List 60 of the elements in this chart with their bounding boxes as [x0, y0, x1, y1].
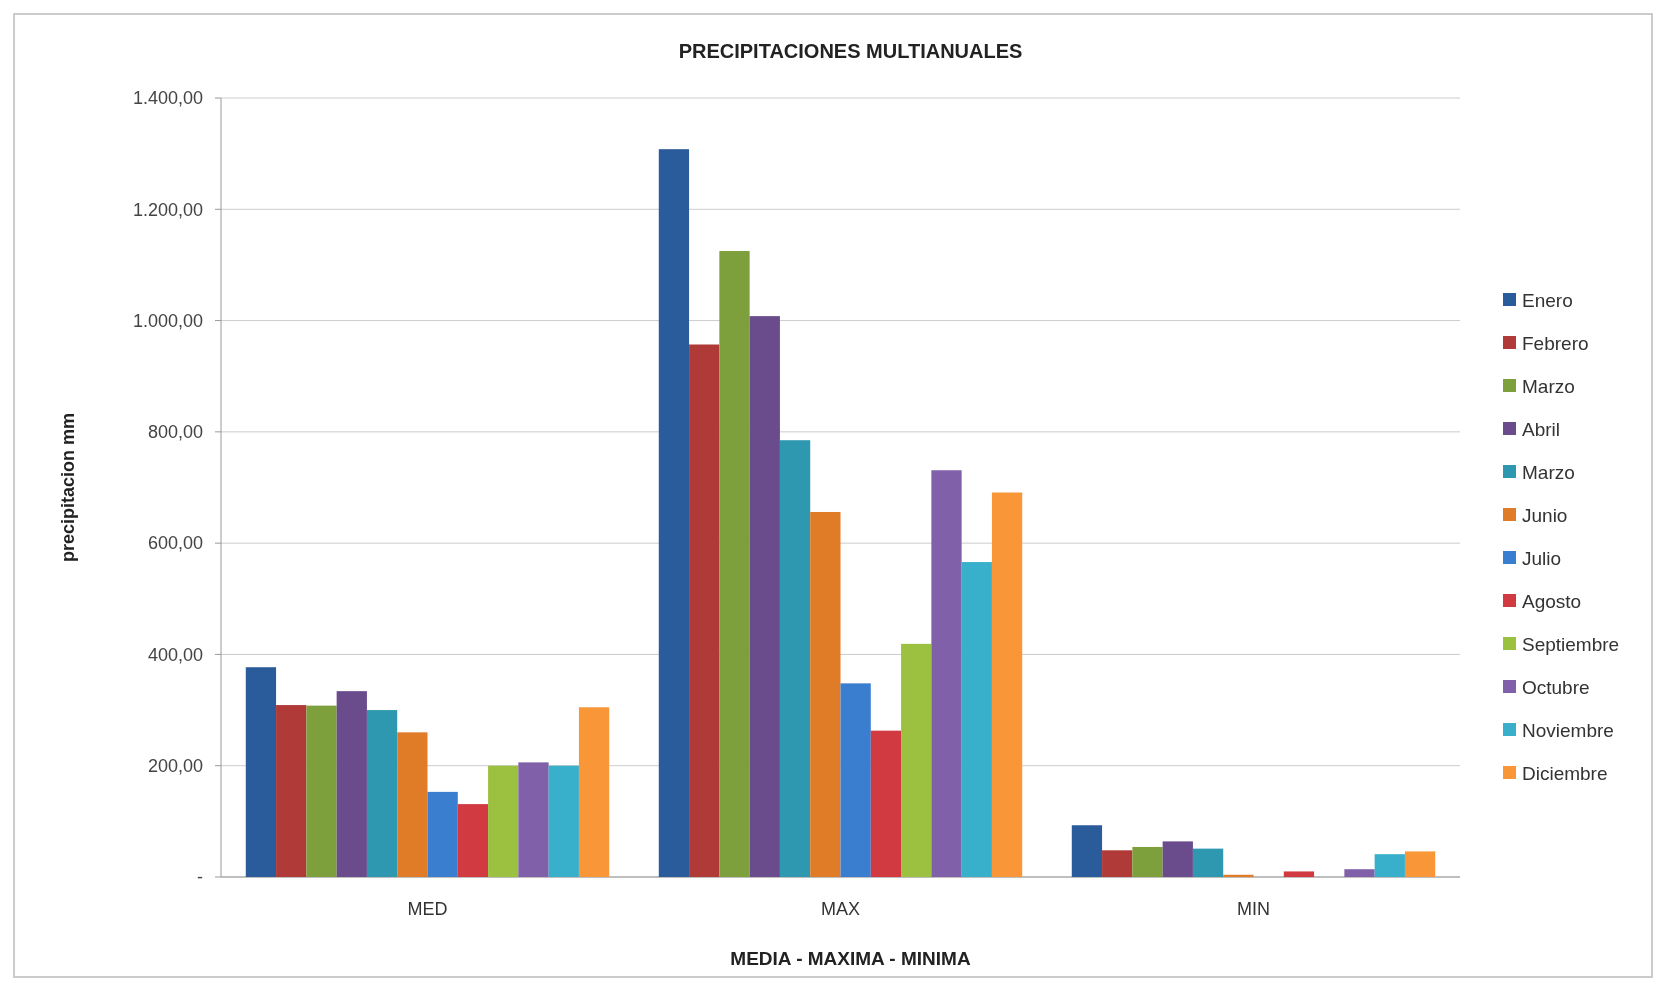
- legend-label: Enero: [1522, 289, 1573, 311]
- y-tick-label: 200,00: [147, 756, 203, 777]
- bar: [397, 732, 428, 877]
- bar: [336, 691, 367, 877]
- chart-title: PRECIPITACIONES MULTIANUALES: [678, 40, 1023, 62]
- legend-label: Junio: [1522, 504, 1568, 526]
- bar: [578, 707, 610, 877]
- bar: [1071, 825, 1103, 877]
- bar: [749, 316, 780, 877]
- y-tick-label: 400,00: [147, 644, 203, 665]
- bar: [1132, 846, 1163, 877]
- bar: [457, 804, 489, 877]
- bar: [719, 251, 750, 877]
- bar: [991, 492, 1023, 877]
- x-tick-label: MED: [407, 899, 448, 919]
- bar: [931, 470, 962, 877]
- bar: [1192, 848, 1224, 877]
- y-tick-label: 600,00: [147, 533, 203, 554]
- y-tick-label: 1.200,00: [132, 199, 203, 220]
- bar: [518, 762, 549, 877]
- bar: [548, 765, 579, 877]
- bar: [1404, 851, 1436, 877]
- legend-label: Octubre: [1522, 676, 1590, 698]
- bar: [488, 765, 519, 877]
- bar: [658, 149, 690, 877]
- bar: [1223, 874, 1254, 877]
- bar: [961, 562, 992, 877]
- legend-label: Febrero: [1522, 332, 1589, 354]
- bar: [1102, 850, 1133, 877]
- bar: [1344, 869, 1375, 877]
- bar: [810, 511, 841, 877]
- legend-label: Diciembre: [1522, 762, 1608, 784]
- legend-label: Septiembre: [1522, 633, 1620, 655]
- bar: [779, 440, 811, 877]
- y-tick-label: 1.000,00: [132, 310, 203, 331]
- bar: [1162, 841, 1193, 877]
- x-tick-label: MIN: [1237, 899, 1270, 919]
- legend-label: Noviembre: [1522, 719, 1614, 741]
- legend-label: Julio: [1522, 547, 1562, 569]
- bar: [901, 643, 932, 877]
- bar: [366, 710, 398, 877]
- bar: [245, 667, 277, 877]
- bar: [689, 344, 720, 877]
- legend-label: Marzo: [1522, 375, 1575, 397]
- legend-label: Agosto: [1522, 590, 1582, 612]
- legend-label: Marzo: [1522, 461, 1575, 483]
- bar: [1283, 871, 1315, 877]
- bar: [427, 791, 458, 877]
- bar: [1374, 854, 1405, 877]
- bar: [840, 683, 871, 877]
- bar: [870, 730, 902, 877]
- y-tick-label: 1.400,00: [132, 88, 203, 109]
- bar: [276, 705, 307, 877]
- x-axis-title: MEDIA - MAXIMA - MINIMA: [730, 948, 971, 969]
- bar: [306, 705, 337, 877]
- y-tick-label: 800,00: [147, 422, 203, 443]
- x-tick-label: MAX: [820, 899, 861, 919]
- y-tick-label: -: [197, 867, 203, 888]
- y-axis-title: precipitacion mm: [58, 412, 78, 563]
- legend-label: Abril: [1522, 418, 1561, 440]
